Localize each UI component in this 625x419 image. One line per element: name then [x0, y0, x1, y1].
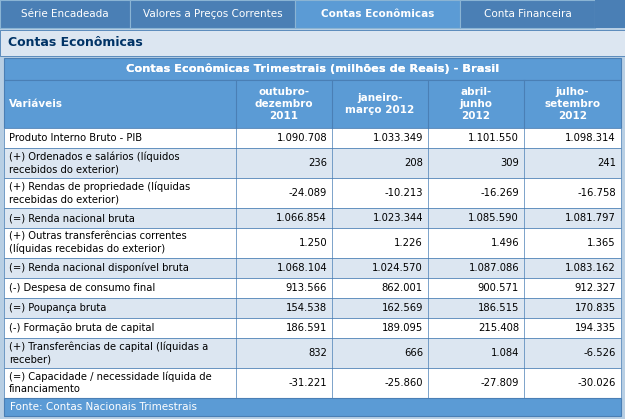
Text: (=) Capacidade / necessidade líquida de
financiamento: (=) Capacidade / necessidade líquida de … [9, 372, 212, 394]
Text: 1.033.349: 1.033.349 [372, 133, 423, 143]
Bar [0, 30, 625, 56]
Text: 1.496: 1.496 [491, 238, 519, 248]
Bar [4, 80, 621, 128]
Text: (=) Renda nacional disponível bruta: (=) Renda nacional disponível bruta [9, 263, 189, 273]
Text: -10.213: -10.213 [384, 188, 423, 198]
Bar [4, 258, 621, 278]
Text: abril-
junho
2012: abril- junho 2012 [459, 87, 492, 122]
Text: 832: 832 [308, 348, 327, 358]
Text: (+) Outras transferências correntes
(líquidas recebidas do exterior): (+) Outras transferências correntes (líq… [9, 232, 187, 254]
Bar [0, 0, 130, 28]
Text: 1.083.162: 1.083.162 [565, 263, 616, 273]
Text: 1.226: 1.226 [394, 238, 423, 248]
Text: 1.084: 1.084 [491, 348, 519, 358]
Text: Contas Econômicas: Contas Econômicas [8, 36, 142, 49]
Bar [4, 398, 621, 416]
Text: Contas Econômicas Trimestrais (milhões de Reais) - Brasil: Contas Econômicas Trimestrais (milhões d… [126, 64, 499, 74]
Text: Valores a Preços Correntes: Valores a Preços Correntes [142, 9, 282, 19]
Text: Contas Econômicas Trimestrais (milhões de Reais) - Brasil: Contas Econômicas Trimestrais (milhões d… [126, 64, 499, 74]
Text: 1.085.590: 1.085.590 [468, 213, 519, 223]
Bar [4, 128, 621, 148]
Text: -16.269: -16.269 [480, 188, 519, 198]
Text: 1.101.550: 1.101.550 [468, 133, 519, 143]
Bar [4, 148, 621, 178]
Bar [4, 208, 621, 228]
Text: 236: 236 [308, 158, 327, 168]
Bar [4, 58, 621, 80]
Text: 194.335: 194.335 [575, 323, 616, 333]
Text: 215.408: 215.408 [478, 323, 519, 333]
Bar [4, 338, 621, 368]
Text: -31.221: -31.221 [288, 378, 327, 388]
Text: julho-
setembro
2012: julho- setembro 2012 [544, 87, 601, 122]
Bar [460, 0, 595, 28]
Text: 862.001: 862.001 [382, 283, 423, 293]
Bar [4, 228, 621, 258]
Text: -16.758: -16.758 [578, 188, 616, 198]
Text: 1.024.570: 1.024.570 [372, 263, 423, 273]
Text: 1.081.797: 1.081.797 [565, 213, 616, 223]
Text: -6.526: -6.526 [584, 348, 616, 358]
Text: (+) Rendas de propriedade (líquidas
recebidas do exterior): (+) Rendas de propriedade (líquidas rece… [9, 182, 190, 204]
Text: 1.250: 1.250 [298, 238, 327, 248]
Text: 170.835: 170.835 [575, 303, 616, 313]
Text: janeiro-
março 2012: janeiro- março 2012 [346, 93, 414, 115]
Text: 1.066.854: 1.066.854 [276, 213, 327, 223]
Text: 1.023.344: 1.023.344 [372, 213, 423, 223]
Bar [595, 0, 625, 28]
Text: 1.365: 1.365 [588, 238, 616, 248]
Text: (=) Poupança bruta: (=) Poupança bruta [9, 303, 106, 313]
Text: 189.095: 189.095 [382, 323, 423, 333]
Text: outubro-
dezembro
2011: outubro- dezembro 2011 [255, 87, 313, 122]
Text: Contas Econômicas: Contas Econômicas [321, 9, 434, 19]
Text: Fonte: Contas Nacionais Trimestrais: Fonte: Contas Nacionais Trimestrais [10, 402, 197, 412]
Text: 208: 208 [404, 158, 423, 168]
Text: -27.809: -27.809 [481, 378, 519, 388]
Text: Conta Financeira: Conta Financeira [484, 9, 571, 19]
Text: (+) Transferências de capital (líquidas a
receber): (+) Transferências de capital (líquidas … [9, 342, 208, 364]
Text: 1.087.086: 1.087.086 [468, 263, 519, 273]
Text: 666: 666 [404, 348, 423, 358]
Text: 162.569: 162.569 [381, 303, 423, 313]
Text: 186.515: 186.515 [478, 303, 519, 313]
Text: 913.566: 913.566 [286, 283, 327, 293]
Bar [4, 278, 621, 298]
Text: Produto Interno Bruto - PIB: Produto Interno Bruto - PIB [9, 133, 142, 143]
Bar [4, 368, 621, 398]
Text: -30.026: -30.026 [578, 378, 616, 388]
Text: 154.538: 154.538 [286, 303, 327, 313]
Bar [4, 318, 621, 338]
Bar [4, 298, 621, 318]
Text: 241: 241 [597, 158, 616, 168]
Text: 912.327: 912.327 [574, 283, 616, 293]
Text: 1.068.104: 1.068.104 [276, 263, 327, 273]
Bar [130, 0, 295, 28]
Text: (-) Despesa de consumo final: (-) Despesa de consumo final [9, 283, 155, 293]
Text: 309: 309 [500, 158, 519, 168]
Text: 1.090.708: 1.090.708 [276, 133, 327, 143]
Text: 900.571: 900.571 [478, 283, 519, 293]
Bar [4, 178, 621, 208]
Text: 186.591: 186.591 [286, 323, 327, 333]
Text: 1.098.314: 1.098.314 [566, 133, 616, 143]
Bar [295, 0, 460, 28]
Text: -24.089: -24.089 [289, 188, 327, 198]
Text: (=) Renda nacional bruta: (=) Renda nacional bruta [9, 213, 135, 223]
Text: Série Encadeada: Série Encadeada [21, 9, 109, 19]
Text: (-) Formação bruta de capital: (-) Formação bruta de capital [9, 323, 154, 333]
Text: -25.860: -25.860 [384, 378, 423, 388]
Text: (+) Ordenados e salários (líquidos
recebidos do exterior): (+) Ordenados e salários (líquidos receb… [9, 152, 179, 174]
Text: Variáveis: Variáveis [9, 99, 63, 109]
